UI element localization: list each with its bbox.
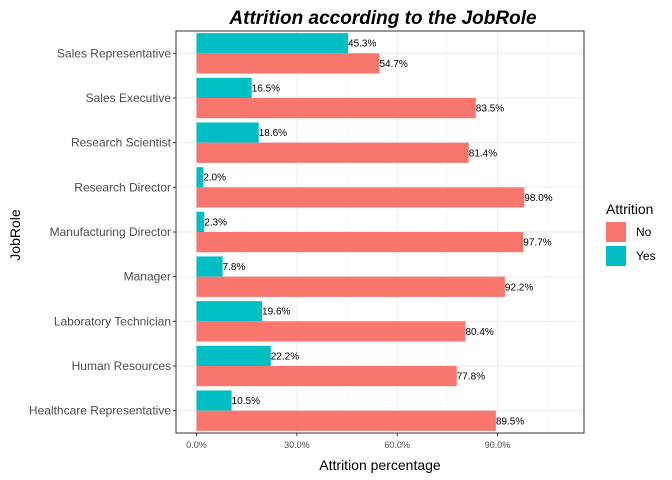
data-label-yes: 16.5% bbox=[252, 83, 280, 94]
data-label-no: 77.8% bbox=[457, 372, 485, 383]
data-label-yes: 10.5% bbox=[232, 396, 260, 407]
bar-yes bbox=[196, 77, 252, 98]
category-label: Sales Executive bbox=[86, 91, 172, 105]
bar-yes bbox=[196, 167, 204, 188]
legend-key-no bbox=[606, 222, 626, 242]
bar-no bbox=[196, 410, 496, 431]
data-label-no: 97.7% bbox=[523, 238, 551, 249]
x-tick-labels: 0.0% 30.0% 60.0% 90.0% bbox=[186, 433, 510, 450]
chart-title: Attrition according to the JobRole bbox=[228, 8, 537, 29]
legend-label-no: No bbox=[636, 225, 652, 239]
data-label-yes: 45.3% bbox=[348, 39, 376, 50]
category-label: Healthcare Representative bbox=[29, 404, 171, 418]
bar-yes bbox=[196, 33, 349, 54]
data-label-yes: 7.8% bbox=[223, 262, 246, 273]
bar-no bbox=[196, 321, 466, 342]
bar-no bbox=[196, 142, 469, 163]
category-label: Laboratory Technician bbox=[54, 314, 171, 328]
bar-no bbox=[196, 187, 525, 208]
bar-no bbox=[196, 53, 380, 74]
bar-yes bbox=[196, 122, 259, 143]
category-label: Manufacturing Director bbox=[50, 225, 171, 239]
data-label-yes: 2.0% bbox=[203, 173, 226, 184]
bar-no bbox=[196, 366, 457, 387]
data-label-yes: 2.3% bbox=[204, 217, 227, 228]
category-label: Sales Representative bbox=[57, 46, 171, 60]
x-axis-title: Attrition percentage bbox=[319, 457, 441, 473]
legend-label-yes: Yes bbox=[636, 249, 656, 263]
data-label-no: 92.2% bbox=[505, 282, 533, 293]
x-tick-label: 30.0% bbox=[284, 440, 310, 450]
legend-key-yes bbox=[606, 246, 626, 266]
y-axis-title: JobRole bbox=[7, 209, 23, 261]
legend-title: Attrition bbox=[606, 201, 653, 217]
category-labels: Sales Representative Sales Executive Resea… bbox=[29, 46, 176, 418]
bar-no bbox=[196, 276, 505, 297]
data-label-no: 80.4% bbox=[465, 327, 493, 338]
category-label: Research Scientist bbox=[71, 136, 172, 150]
data-label-yes: 18.6% bbox=[259, 128, 287, 139]
bar-yes bbox=[196, 211, 205, 232]
category-label: Research Director bbox=[74, 180, 171, 194]
bar-yes bbox=[196, 301, 263, 322]
bar-yes bbox=[196, 256, 223, 277]
bars: 45.3%54.7% 16.5% 83.5% 18.6% 81.4% 2.0% 98.0% 2… bbox=[196, 33, 553, 431]
x-tick-label: 0.0% bbox=[186, 440, 207, 450]
data-label-yes: 22.2% bbox=[271, 351, 299, 362]
legend: Attrition No Yes bbox=[606, 201, 656, 266]
bar-yes bbox=[196, 390, 232, 411]
data-label-no: 89.5% bbox=[496, 416, 524, 427]
x-tick-label: 60.0% bbox=[384, 440, 410, 450]
x-tick-label: 90.0% bbox=[485, 440, 511, 450]
bar-no bbox=[196, 98, 476, 119]
data-label-yes: 19.6% bbox=[262, 307, 290, 318]
data-label-no: 98.0% bbox=[524, 193, 552, 204]
category-label: Human Resources bbox=[72, 359, 171, 373]
data-label-no: 83.5% bbox=[476, 104, 504, 115]
bar-no bbox=[196, 232, 524, 253]
data-label-no: 54.7% bbox=[379, 59, 407, 70]
category-label: Manager bbox=[124, 270, 171, 284]
data-label-no: 81.4% bbox=[469, 148, 497, 159]
bar-yes bbox=[196, 345, 271, 366]
